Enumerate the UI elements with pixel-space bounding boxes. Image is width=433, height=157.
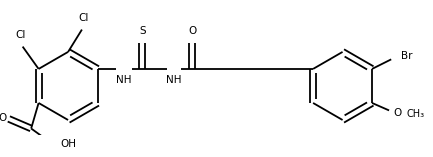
Text: Cl: Cl [15,30,26,40]
Text: NH: NH [166,75,182,85]
Text: O: O [0,113,6,123]
Text: O: O [188,26,197,36]
Text: O: O [393,108,401,118]
Text: CH₃: CH₃ [406,109,424,119]
Text: Cl: Cl [79,13,89,23]
Text: OH: OH [60,139,76,149]
Text: S: S [139,26,145,36]
Text: Br: Br [401,51,412,61]
Text: NH: NH [116,75,132,85]
